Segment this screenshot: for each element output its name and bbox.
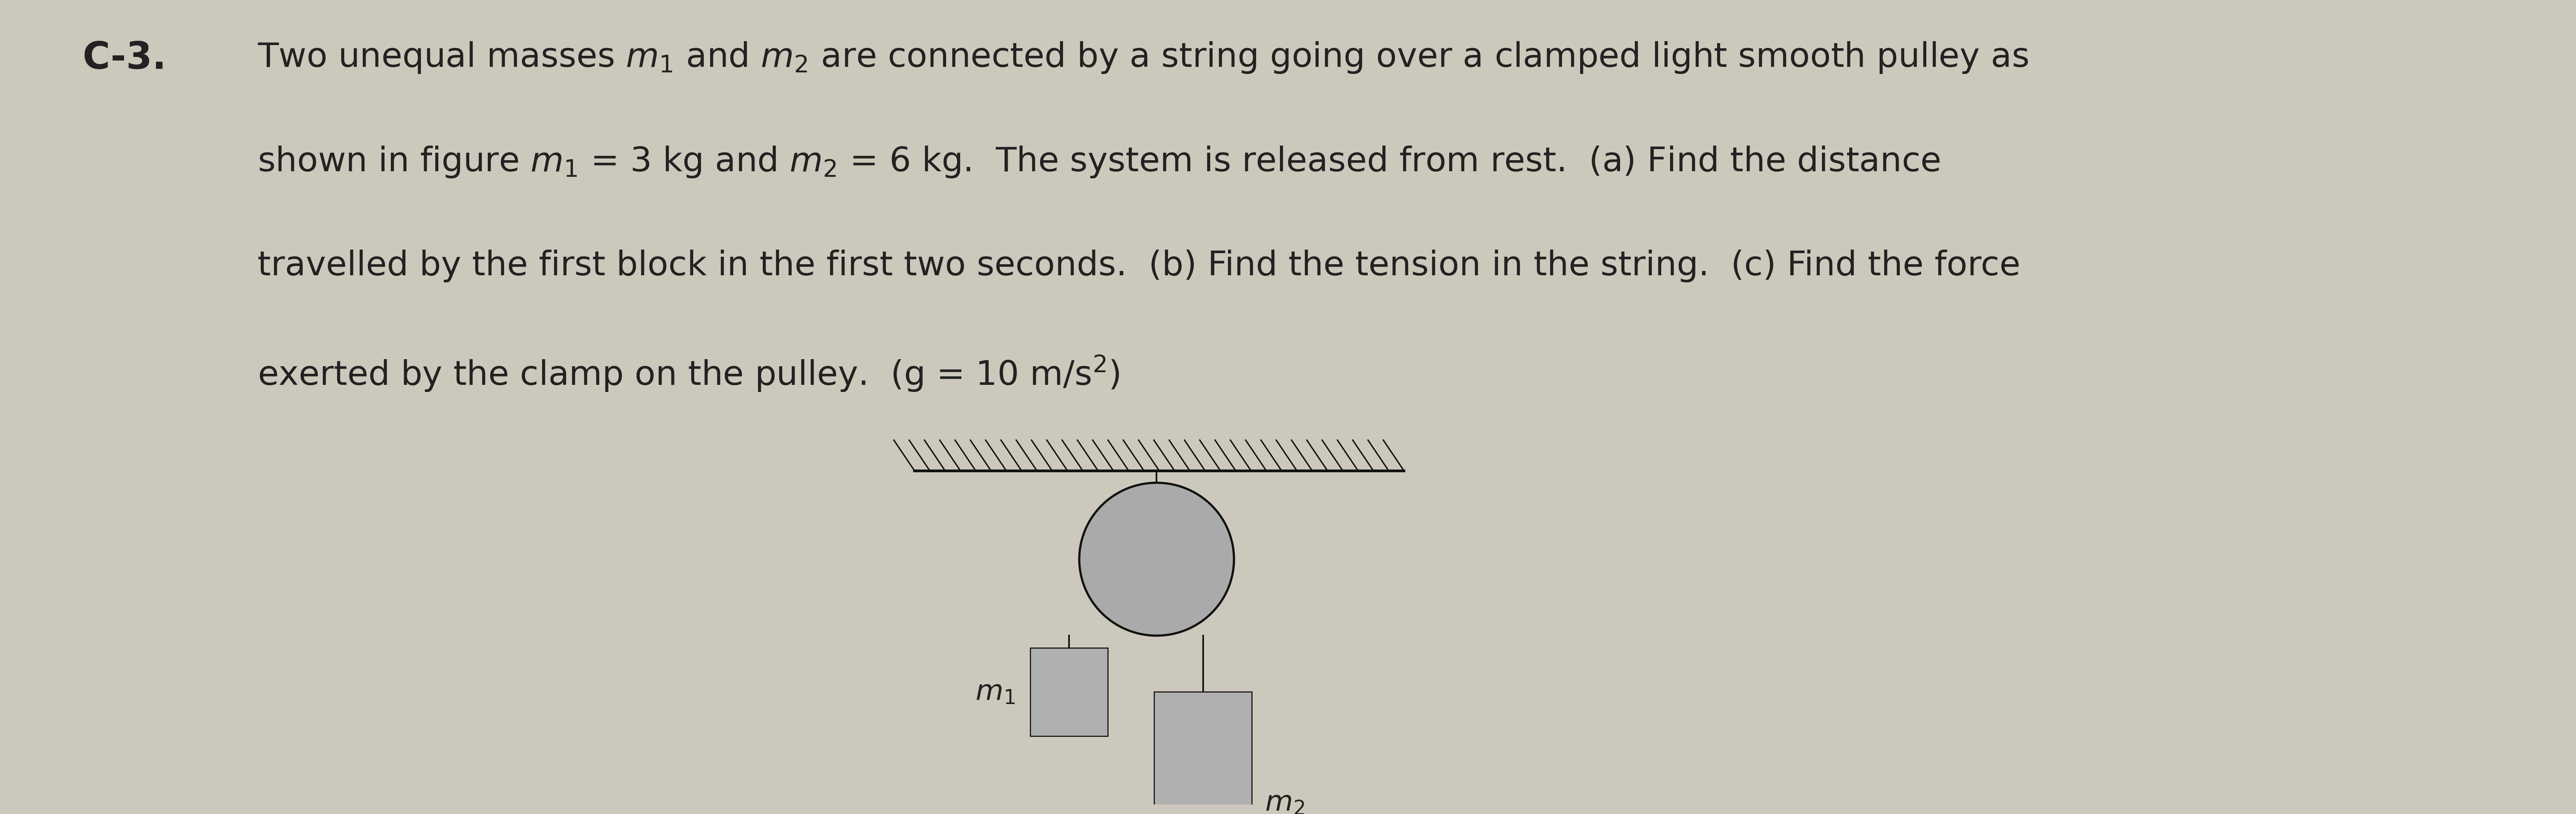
Text: travelled by the first block in the first two seconds.  (b) Find the tension in : travelled by the first block in the firs… — [258, 249, 2020, 282]
Bar — [1030, 648, 1108, 736]
Text: Two unequal masses $m_1$ and $m_2$ are connected by a string going over a clampe: Two unequal masses $m_1$ and $m_2$ are c… — [258, 40, 2027, 75]
Text: exerted by the clamp on the pulley.  (g = 10 m/s$^2$): exerted by the clamp on the pulley. (g =… — [258, 354, 1121, 394]
Bar — [1154, 692, 1252, 814]
Text: m$_2$: m$_2$ — [1265, 790, 1303, 814]
Text: shown in figure $m_1$ = 3 kg and $m_2$ = 6 kg.  The system is released from rest: shown in figure $m_1$ = 3 kg and $m_2$ =… — [258, 145, 1940, 179]
Ellipse shape — [1079, 483, 1234, 636]
Text: m$_1$: m$_1$ — [976, 678, 1015, 706]
Text: C-3.: C-3. — [82, 40, 167, 77]
